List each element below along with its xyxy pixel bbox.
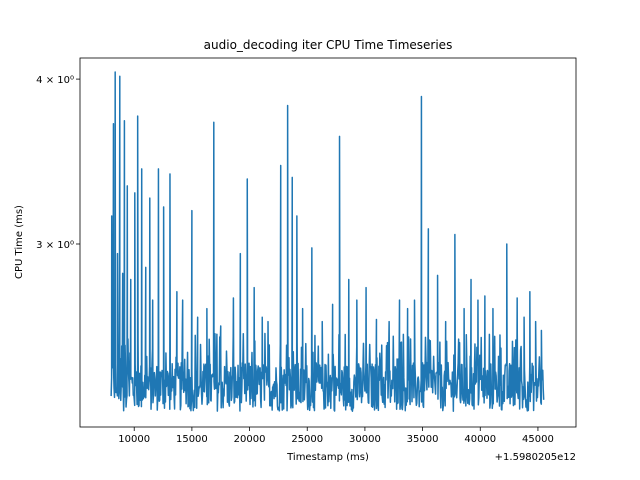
x-axis-offset-label: +1.5980205e12 [495,452,576,463]
chart-title: audio_decoding iter CPU Time Timeseries [204,38,453,52]
x-tick-label: 20000 [234,434,266,445]
x-tick-label: 10000 [118,434,150,445]
x-tick-label: 30000 [349,434,381,445]
x-tick-label: 25000 [291,434,323,445]
x-tick-label: 40000 [464,434,496,445]
series-line [110,71,545,413]
x-axis-ticks: 10000 15000 20000 25000 30000 35000 40000 45000 [118,427,554,445]
x-tick-label: 35000 [407,434,439,445]
plot-area [110,71,545,413]
y-tick-label: 4 × 10⁰ [36,75,74,86]
plot-frame [79,57,577,428]
y-axis-label: CPU Time (ms) [14,205,25,279]
x-tick-label: 15000 [176,434,208,445]
x-axis-label: Timestamp (ms) [286,452,369,463]
y-axis-ticks: 4 × 10⁰ 3 × 10⁰ [36,75,80,251]
y-tick-label: 3 × 10⁰ [36,240,74,251]
x-tick-label: 45000 [522,434,554,445]
